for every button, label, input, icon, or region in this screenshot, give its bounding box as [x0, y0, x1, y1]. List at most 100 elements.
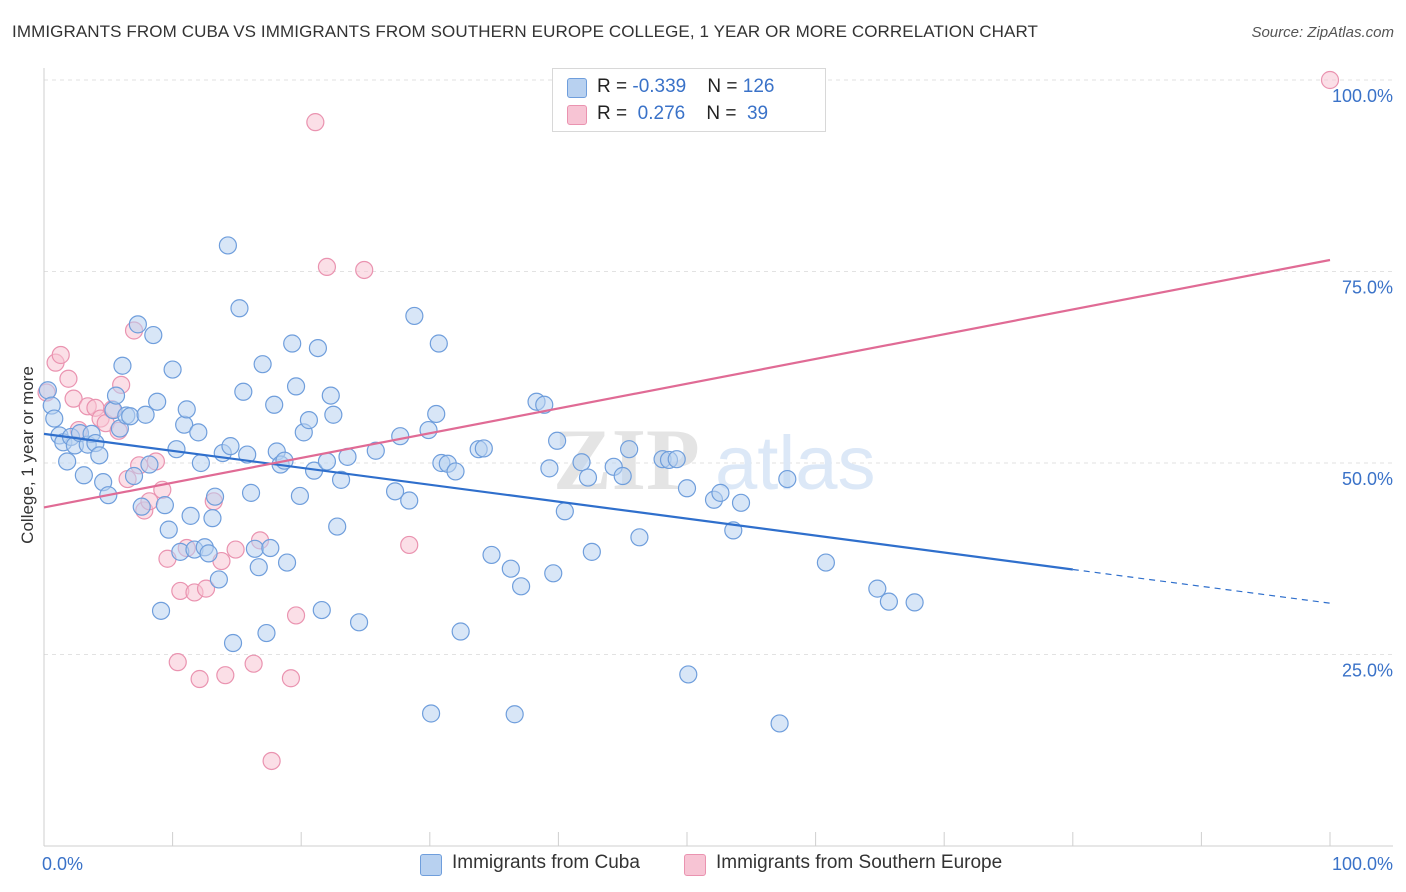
cuba-point — [257, 623, 276, 643]
chart-title: IMMIGRANTS FROM CUBA VS IMMIGRANTS FROM … — [12, 22, 1039, 41]
cuba-point — [667, 450, 686, 469]
southern-europe-point — [51, 345, 70, 365]
legend-n-value-southern-europe: 39 — [741, 103, 769, 124]
cuba-point — [253, 355, 272, 374]
cuba-point — [286, 377, 306, 396]
cuba-point — [261, 538, 280, 558]
cuba-point — [234, 382, 253, 401]
cuba-point — [189, 423, 208, 442]
cuba-point — [349, 613, 369, 632]
cuba-point — [203, 509, 222, 528]
cuba-point — [191, 453, 210, 473]
cuba-point — [427, 404, 446, 424]
x-ticks — [43, 832, 1331, 846]
cuba-point — [474, 439, 493, 458]
cuba-point — [132, 497, 151, 516]
cuba-point — [868, 579, 887, 598]
legend-n-label: N = — [707, 76, 743, 97]
cuba-point — [544, 564, 563, 583]
cuba-point — [451, 622, 470, 641]
cuba-point — [277, 553, 297, 572]
cuba-point — [140, 455, 159, 474]
cuba-point — [106, 386, 126, 405]
y-tick-label: 75.0% — [1342, 278, 1393, 298]
cuba-point — [555, 502, 574, 521]
southern-europe-point — [286, 606, 306, 625]
legend-swatch-cuba — [567, 78, 587, 98]
cuba-point — [429, 334, 448, 353]
cuba-point — [321, 386, 340, 405]
cuba-point — [238, 445, 257, 464]
legend-swatch-southern-europe — [567, 105, 587, 125]
southern-europe-point — [244, 654, 263, 673]
legend-n-label: N = — [706, 103, 742, 124]
southern-europe-point — [216, 666, 235, 685]
cuba-point — [221, 437, 240, 456]
cuba-point — [144, 325, 163, 345]
southern-europe-point — [196, 579, 216, 598]
bottom-legend-swatch-cuba — [420, 854, 442, 876]
cuba-point — [778, 469, 797, 489]
cuba-point — [74, 466, 93, 485]
cuba-point — [124, 466, 144, 486]
cuba-point — [245, 539, 265, 558]
cuba-point — [613, 466, 632, 486]
southern-europe-point — [168, 653, 187, 672]
southern-europe-point — [306, 113, 325, 132]
cuba-point — [177, 400, 196, 419]
cuba-point — [218, 236, 237, 255]
cuba-point — [324, 405, 343, 424]
cuba-point — [405, 306, 424, 326]
cuba-point — [331, 470, 351, 489]
y-tick-labels: 25.0% 50.0% 75.0% 100.0% — [1332, 86, 1393, 681]
cuba-point — [312, 600, 331, 620]
y-tick-label: 50.0% — [1342, 469, 1393, 489]
cuba-point — [501, 559, 520, 578]
legend-r-value-cuba: -0.339 — [632, 76, 687, 97]
cuba-point — [905, 593, 924, 612]
trend-lines — [43, 258, 1331, 604]
legend-r-label: R = — [597, 103, 633, 124]
cuba-points — [38, 236, 924, 733]
cuba-point — [159, 520, 178, 539]
cuba-point — [400, 491, 419, 510]
cuba-point — [205, 487, 225, 506]
cuba-point — [366, 441, 385, 460]
cuba-point — [181, 506, 200, 525]
cuba-point — [209, 570, 228, 589]
cuba-point — [540, 459, 559, 478]
southern-europe-point — [262, 751, 281, 771]
watermark-atlas: atlas — [715, 421, 876, 506]
cuba-point — [38, 381, 57, 400]
cuba-point — [151, 601, 171, 620]
cuba-point — [582, 542, 601, 561]
cuba-point — [328, 517, 347, 536]
x-tick-labels: 0.0% 100.0% — [42, 854, 1393, 874]
legend-r-label: R = — [597, 76, 633, 97]
cuba-point — [167, 440, 186, 459]
cuba-point — [816, 553, 835, 572]
southern-europe-point — [400, 535, 419, 555]
cuba-point — [731, 493, 751, 512]
cuba-point — [58, 452, 77, 471]
southern-europe-point — [317, 257, 337, 277]
cuba-point — [230, 299, 249, 318]
cuba-point — [199, 544, 218, 563]
source-credit: Source: ZipAtlas.com — [1251, 24, 1394, 41]
cuba-point — [121, 407, 140, 426]
cuba-point — [265, 395, 284, 414]
cuba-point — [482, 545, 501, 565]
cuba-point — [421, 704, 441, 723]
cuba-point — [317, 452, 337, 471]
southern-europe-point — [226, 540, 245, 559]
cuba-point — [148, 392, 167, 411]
cuba-point — [223, 633, 243, 653]
southern-europe-point — [64, 389, 83, 408]
bottom-legend-swatch-southern-europe — [684, 854, 706, 876]
cuba-point — [385, 482, 405, 501]
x-tick-label: 100.0% — [1332, 854, 1393, 874]
cuba-point — [249, 558, 268, 577]
cuba-point — [419, 420, 438, 440]
cuba-point — [770, 714, 789, 733]
